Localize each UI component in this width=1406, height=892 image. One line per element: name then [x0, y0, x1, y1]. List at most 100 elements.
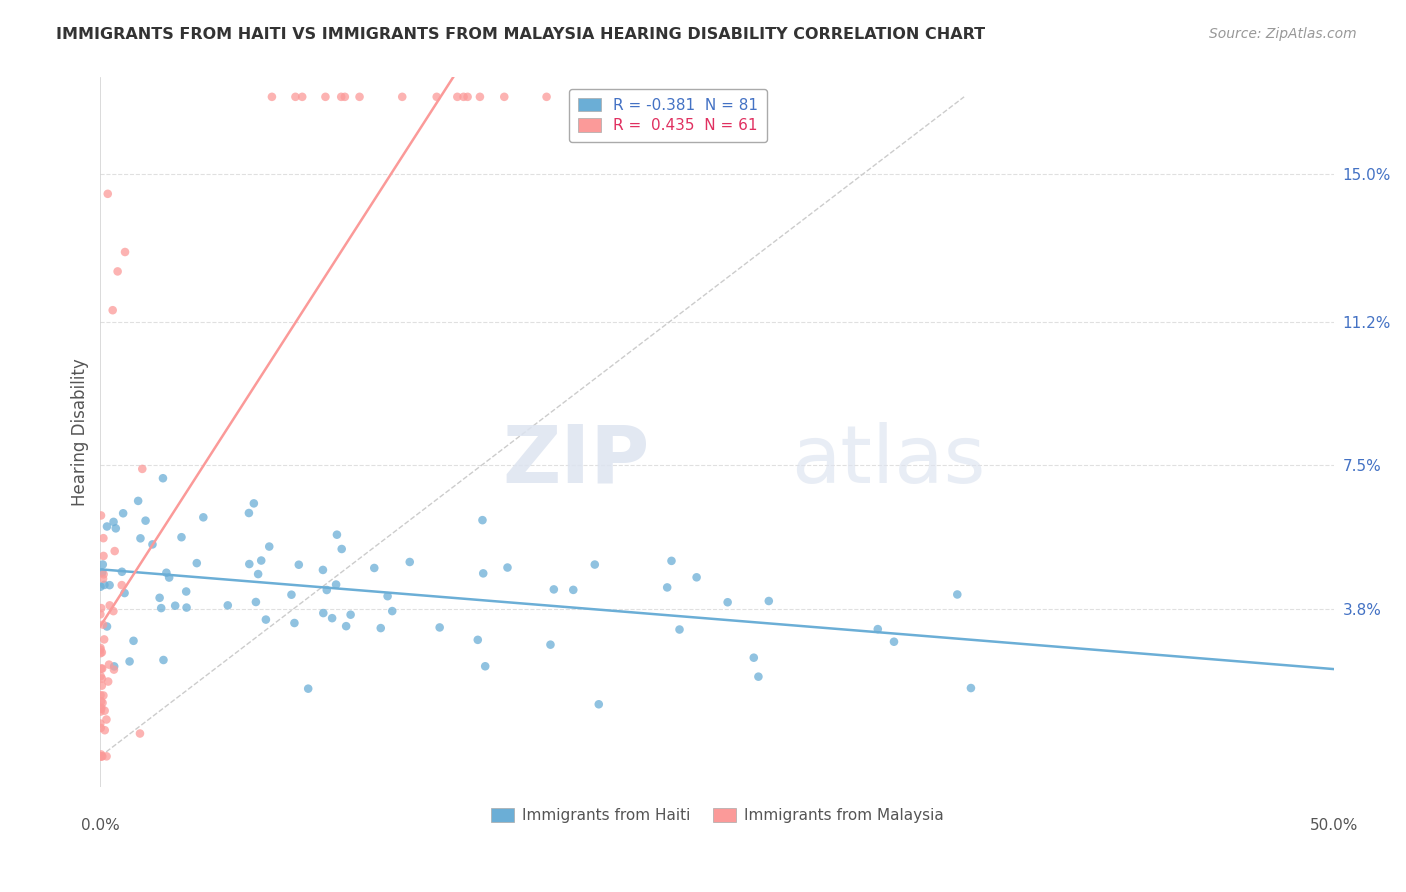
Point — [90, 747, 112, 762]
Point — [93, 632, 115, 647]
Point — [330, 541, 353, 556]
Point — [174, 584, 197, 599]
Point — [250, 553, 273, 567]
Point — [101, 303, 124, 318]
Point — [312, 563, 335, 577]
Point — [391, 90, 413, 104]
Point — [127, 494, 149, 508]
Y-axis label: Hearing Disability: Hearing Disability — [72, 359, 89, 507]
Point — [103, 663, 125, 677]
Point — [170, 530, 193, 544]
Point — [129, 532, 152, 546]
Point — [291, 90, 314, 104]
Point — [89, 646, 111, 660]
Point — [314, 90, 336, 104]
Point — [90, 749, 112, 764]
Point — [377, 589, 399, 603]
Point — [103, 659, 125, 673]
Point — [93, 689, 115, 703]
Point — [89, 642, 111, 657]
Point — [90, 705, 112, 719]
Point — [114, 586, 136, 600]
Point — [89, 607, 111, 622]
Point — [96, 749, 118, 764]
Point — [381, 604, 404, 618]
Point — [90, 749, 112, 764]
Point — [335, 619, 357, 633]
Point — [238, 557, 260, 571]
Point — [90, 645, 112, 659]
Point — [122, 633, 145, 648]
Point — [165, 599, 187, 613]
Point — [588, 698, 610, 712]
Point — [98, 578, 121, 592]
Point — [93, 578, 115, 592]
Point — [946, 587, 969, 601]
Point — [90, 694, 112, 708]
Point — [349, 90, 371, 104]
Point — [468, 90, 491, 104]
Point — [247, 567, 270, 582]
Point — [747, 670, 769, 684]
Point — [543, 582, 565, 597]
Point — [89, 749, 111, 764]
Point — [562, 582, 585, 597]
Point — [326, 527, 349, 541]
Point — [91, 566, 114, 580]
Point — [312, 606, 335, 620]
Point — [96, 713, 118, 727]
Point — [280, 588, 302, 602]
Point — [284, 90, 307, 104]
Point — [90, 601, 112, 615]
Legend: Immigrants from Haiti, Immigrants from Malaysia: Immigrants from Haiti, Immigrants from M… — [485, 802, 949, 830]
Point — [363, 561, 385, 575]
Point — [98, 657, 121, 672]
Point — [155, 566, 177, 580]
Point — [243, 496, 266, 510]
Point — [93, 549, 115, 563]
Point — [315, 582, 337, 597]
Point — [152, 471, 174, 485]
Point — [96, 519, 118, 533]
Point — [685, 570, 707, 584]
Point — [742, 650, 765, 665]
Point — [98, 599, 121, 613]
Point — [94, 723, 117, 738]
Point — [93, 531, 115, 545]
Point — [141, 537, 163, 551]
Point — [457, 90, 479, 104]
Point — [668, 623, 690, 637]
Point — [90, 669, 112, 683]
Point — [111, 565, 134, 579]
Point — [536, 90, 558, 104]
Point — [426, 90, 449, 104]
Point — [186, 556, 208, 570]
Point — [91, 696, 114, 710]
Point — [260, 90, 283, 104]
Point — [91, 558, 114, 572]
Point — [90, 661, 112, 675]
Point — [91, 617, 114, 632]
Point — [103, 515, 125, 529]
Point — [149, 591, 172, 605]
Text: IMMIGRANTS FROM HAITI VS IMMIGRANTS FROM MALAYSIA HEARING DISABILITY CORRELATION: IMMIGRANTS FROM HAITI VS IMMIGRANTS FROM… — [56, 27, 986, 42]
Point — [193, 510, 215, 524]
Point — [90, 679, 112, 693]
Point — [91, 662, 114, 676]
Point — [114, 245, 136, 260]
Point — [157, 570, 180, 584]
Point — [96, 619, 118, 633]
Text: ZIP: ZIP — [502, 422, 650, 500]
Point — [89, 580, 111, 594]
Point — [472, 566, 495, 581]
Text: 50.0%: 50.0% — [1310, 818, 1358, 833]
Point — [758, 594, 780, 608]
Point — [254, 613, 277, 627]
Point — [321, 611, 343, 625]
Point — [176, 600, 198, 615]
Point — [90, 721, 112, 735]
Point — [89, 640, 111, 655]
Point — [325, 577, 347, 591]
Point — [217, 599, 239, 613]
Point — [93, 567, 115, 582]
